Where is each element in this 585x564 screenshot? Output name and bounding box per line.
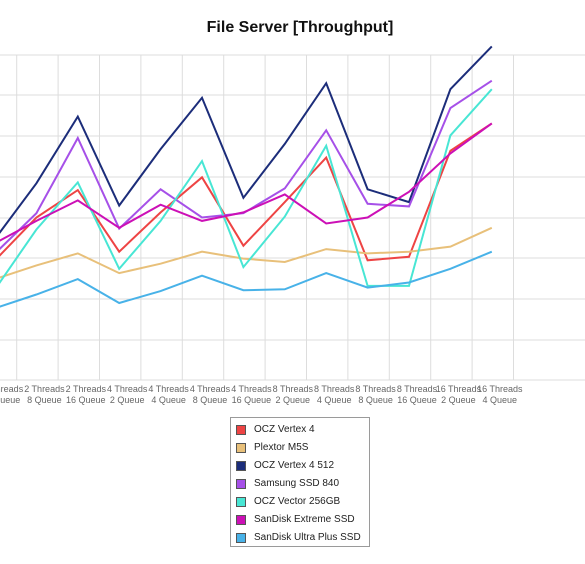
legend-item: SanDisk Extreme SSD [231, 511, 369, 529]
x-tick-label: 16 Threads 2 Queue [436, 384, 482, 405]
legend-label: Plextor M5S [254, 442, 309, 453]
x-tick-label: 4 Threads 8 Queue [190, 384, 231, 405]
x-tick-label: 4 Threads 16 Queue [231, 384, 272, 405]
x-tick-label: 16 Threads 4 Queue [477, 384, 523, 405]
grid [0, 54, 585, 381]
legend-label: OCZ Vertex 4 512 [254, 460, 335, 471]
legend-swatch [236, 533, 246, 543]
legend-swatch [236, 497, 246, 507]
series-line-plextor-m5s [0, 226, 493, 279]
x-tick-label: 8 Threads 2 Queue [273, 384, 314, 405]
legend-swatch [236, 461, 246, 471]
series-lines [0, 45, 493, 308]
x-tick-label: 2 Threads 16 Queue [66, 384, 107, 405]
legend-item: OCZ Vertex 4 [231, 421, 369, 439]
legend-item: Samsung SSD 840 [231, 475, 369, 493]
legend: OCZ Vertex 4 Plextor M5S OCZ Vertex 4 512 S… [230, 417, 370, 547]
series-line-sandisk-ultra-plus-ssd [0, 250, 493, 308]
legend-item: Plextor M5S [231, 439, 369, 457]
legend-label: SanDisk Ultra Plus SSD [254, 532, 361, 543]
legend-label: SanDisk Extreme SSD [254, 514, 355, 525]
legend-swatch [236, 515, 246, 525]
series-line-ocz-vertex-4-512 [0, 45, 493, 234]
series-line-ocz-vertex-vector-256gb [0, 88, 493, 287]
series-line-ocz-vertex-4 [0, 122, 493, 262]
legend-item: OCZ Vector 256GB [231, 493, 369, 511]
x-tick-label: 8 Threads 4 Queue [314, 384, 355, 405]
legend-label: OCZ Vertex 4 [254, 424, 315, 435]
x-tick-label: 4 Threads 4 Queue [148, 384, 189, 405]
series-line-sandisk-extreme-ssd [0, 122, 493, 242]
legend-swatch [236, 443, 246, 453]
legend-item: SanDisk Ultra Plus SSD [231, 529, 369, 547]
legend-swatch [236, 479, 246, 489]
x-tick-label: 8 Threads 8 Queue [355, 384, 396, 405]
x-tick-label: 8 Threads 16 Queue [397, 384, 438, 405]
legend-swatch [236, 425, 246, 435]
series-line-samsung-ssd-840 [0, 79, 493, 250]
chart-title: File Server [Throughput] [206, 19, 394, 36]
x-tick-label: 4 Threads 2 Queue [107, 384, 148, 405]
legend-label: Samsung SSD 840 [254, 478, 340, 489]
x-tick-label: 2 Threads 8 Queue [24, 384, 65, 405]
legend-label: OCZ Vector 256GB [254, 496, 341, 507]
legend-item: OCZ Vertex 4 512 [231, 457, 369, 475]
